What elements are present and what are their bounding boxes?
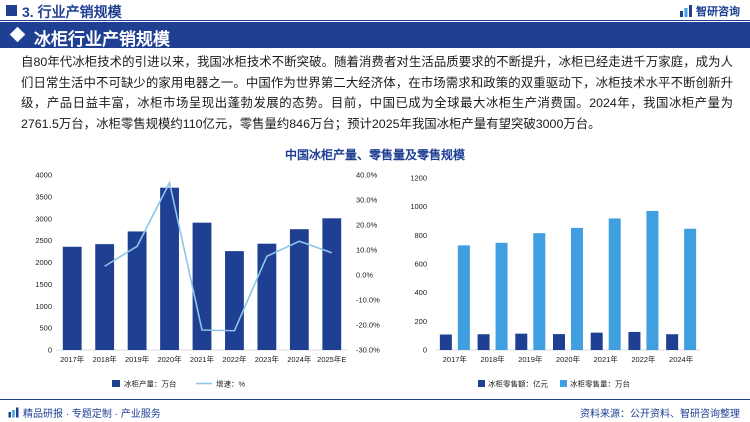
footer-tagline: 精品研报 · 专题定制 · 产业服务 xyxy=(23,409,161,420)
c2-retail-volume-bar xyxy=(457,245,470,350)
c1-production-bar xyxy=(62,246,82,350)
c2-retail-value-bar xyxy=(477,334,490,350)
page-title: 3. 行业产销规模 xyxy=(22,4,122,20)
c1-x-tick-label: 2021年 xyxy=(190,354,215,364)
footer-logo-icon xyxy=(8,407,19,418)
c2-retail-volume-bar xyxy=(684,228,697,350)
c1-production-bar xyxy=(257,243,277,350)
c2-retail-value-bar xyxy=(439,334,452,350)
c1-left-tick-label: 500 xyxy=(39,324,52,333)
c2-y-tick-label: 1000 xyxy=(410,202,427,211)
c1-production-bar xyxy=(322,218,342,350)
c2-retail-volume-bar xyxy=(646,210,659,350)
c1-x-tick-label: 2018年 xyxy=(93,354,118,364)
c1-right-tick-label: 10.0% xyxy=(356,246,378,255)
c1-production-bar xyxy=(160,187,179,350)
c1-right-tick-label: -20.0% xyxy=(356,321,380,330)
c2-x-tick-label: 2024年 xyxy=(669,354,694,364)
c2-y-tick-label: 600 xyxy=(414,260,427,269)
c2-y-tick-label: 0 xyxy=(423,346,427,355)
footer-divider xyxy=(0,399,750,400)
c1-x-tick-label: 2025年E xyxy=(317,354,346,364)
brand-logo-icon xyxy=(680,5,692,17)
c1-left-tick-label: 2500 xyxy=(35,236,52,245)
c1-left-tick-label: 3000 xyxy=(35,214,52,223)
c1-left-tick-label: 1000 xyxy=(35,302,52,311)
c2-retail-value-bar xyxy=(590,332,603,350)
c1-production-bar xyxy=(289,229,309,350)
header-divider xyxy=(0,20,750,21)
c2-y-tick-label: 200 xyxy=(414,317,427,326)
c1-left-tick-label: 2000 xyxy=(35,258,52,267)
brand-name: 智研咨询 xyxy=(696,6,740,18)
c1-x-tick-label: 2024年 xyxy=(287,354,312,364)
c2-y-tick-label: 1200 xyxy=(410,174,427,183)
footer-left: 精品研报 · 专题定制 · 产业服务 xyxy=(8,405,161,420)
c1-x-tick-label: 2019年 xyxy=(125,354,150,364)
c2-retail-value-bar xyxy=(628,331,641,350)
section-band: 冰柜行业产销规模 xyxy=(0,22,750,49)
c1-right-tick-label: 0.0% xyxy=(356,271,373,280)
c2-legend-swatch-volume xyxy=(560,380,567,387)
c1-x-tick-label: 2020年 xyxy=(157,354,182,364)
c2-y-tick-label: 400 xyxy=(414,288,427,297)
c1-right-tick-label: 30.0% xyxy=(356,196,378,205)
c1-production-bar xyxy=(192,222,212,350)
c2-x-tick-label: 2018年 xyxy=(480,354,505,364)
c2-legend-label: 冰柜零售额：亿元 xyxy=(488,379,548,389)
c1-growth-line xyxy=(104,180,333,332)
c1-right-tick-label: 20.0% xyxy=(356,221,378,230)
c2-legend-swatch-value xyxy=(478,380,485,387)
data-source: 资料来源：公开资料、智研咨询整理 xyxy=(580,409,740,420)
c2-retail-volume-bar xyxy=(571,227,583,350)
c2-retail-volume-bar xyxy=(608,218,621,350)
c1-left-tick-label: 1500 xyxy=(35,280,52,289)
c1-production-bar xyxy=(127,231,147,350)
section-title: 冰柜行业产销规模 xyxy=(34,30,170,49)
c2-x-tick-label: 2017年 xyxy=(443,354,468,364)
c1-production-bar xyxy=(95,244,115,350)
c2-x-tick-label: 2022年 xyxy=(631,354,656,364)
chart-title: 中国冰柜产量、零售量及零售规模 xyxy=(284,148,465,162)
c1-legend-swatch-production xyxy=(112,380,120,387)
c2-x-tick-label: 2020年 xyxy=(556,354,581,364)
c2-retail-value-bar xyxy=(553,334,565,350)
c1-right-tick-label: 40.0% xyxy=(356,171,378,180)
c2-x-tick-label: 2021年 xyxy=(594,354,619,364)
c1-x-tick-label: 2023年 xyxy=(255,354,280,364)
c2-legend-label: 冰柜零售量：万台 xyxy=(570,379,630,389)
header-square-icon xyxy=(6,5,17,16)
c2-retail-value-bar xyxy=(515,333,528,350)
c1-right-tick-label: -10.0% xyxy=(356,296,380,305)
c2-retail-volume-bar xyxy=(533,233,546,350)
intro-paragraph: 自80年代冰柜技术的引进以来，我国冰柜技术不断突破。随着消费者对生活品质要求的不… xyxy=(21,55,733,131)
c1-left-tick-label: 4000 xyxy=(35,171,52,180)
c2-x-tick-label: 2019年 xyxy=(518,354,543,364)
c1-right-tick-label: -30.0% xyxy=(356,346,380,355)
brand: 智研咨询 xyxy=(679,3,740,19)
c1-left-tick-label: 3500 xyxy=(35,192,52,201)
c1-legend-label: 增速：% xyxy=(216,379,245,389)
c2-y-tick-label: 800 xyxy=(414,231,427,240)
c2-retail-value-bar xyxy=(666,334,679,350)
c1-legend-label: 冰柜产量：万台 xyxy=(124,379,177,389)
c1-left-tick-label: 0 xyxy=(48,346,52,355)
c1-production-bar xyxy=(225,251,244,350)
c1-x-tick-label: 2022年 xyxy=(222,354,247,364)
c2-retail-volume-bar xyxy=(495,242,508,350)
c1-x-tick-label: 2017年 xyxy=(60,354,85,364)
top-bar: 3. 行业产销规模 智研咨询 xyxy=(0,0,750,22)
